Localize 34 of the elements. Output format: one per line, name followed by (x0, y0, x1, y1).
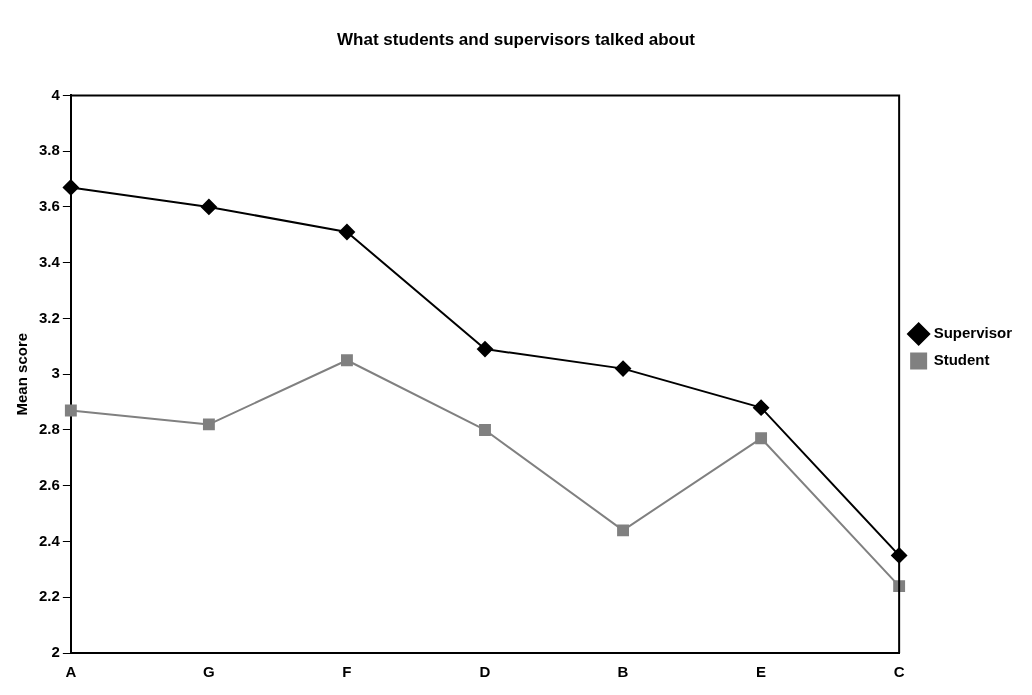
point (202, 418, 215, 431)
y-tick-label: 3.6 (38, 197, 60, 215)
point (338, 224, 355, 241)
y-tick-label: 2.2 (38, 587, 60, 605)
point (479, 424, 491, 436)
x-tick-label: G (203, 663, 215, 681)
y-axis-title: Mean score (13, 332, 31, 416)
x-tick-label: E (756, 663, 767, 681)
legend-label: Student (933, 351, 990, 369)
point (341, 354, 353, 367)
y-tick-label: 3.4 (38, 252, 61, 270)
y-tick-label: 3.8 (38, 141, 60, 159)
point (477, 341, 493, 358)
y-tick-label: 2.8 (38, 420, 60, 438)
chart-title: What students and supervisors talked about (336, 29, 696, 49)
point (200, 198, 217, 215)
point (62, 179, 79, 196)
point (617, 524, 629, 537)
y-tick-label: 2.4 (38, 531, 61, 549)
y-tick-label: 4 (51, 85, 61, 103)
point (755, 432, 768, 445)
x-tick-label: C (893, 663, 905, 681)
y-tick-label: 3 (51, 364, 60, 382)
point (64, 404, 77, 417)
x-tick-label: B (617, 663, 629, 681)
x-tick-label: F (342, 663, 352, 681)
x-tick-label: D (479, 663, 491, 681)
point (615, 360, 632, 377)
y-tick-label: 2 (51, 643, 60, 661)
x-tick-label: A (65, 663, 77, 681)
y-tick-label: 3.2 (38, 308, 60, 326)
y-tick-label: 2.6 (38, 475, 60, 493)
legend-label: Supervisor (933, 324, 1013, 342)
point (753, 399, 770, 416)
